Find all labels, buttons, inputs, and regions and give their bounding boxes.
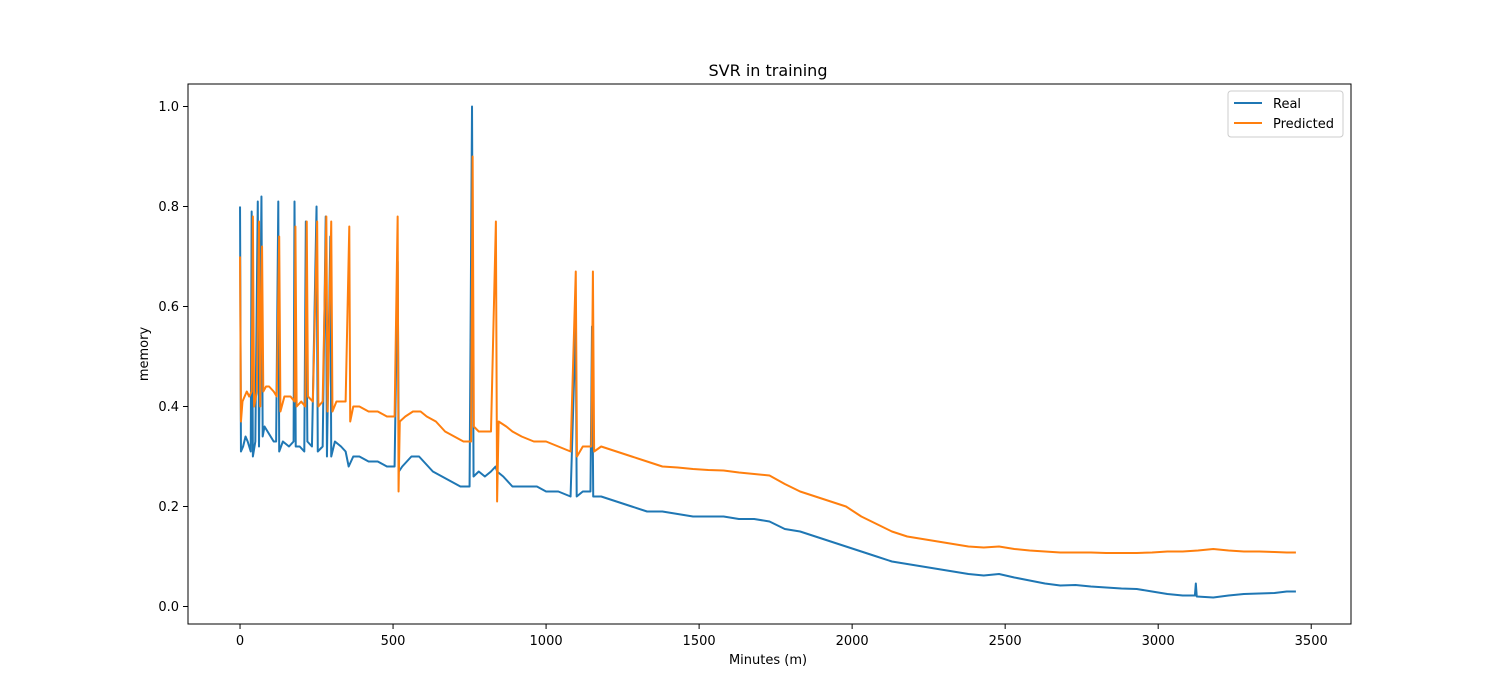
y-tick-label: 0.2 bbox=[158, 500, 179, 515]
y-tick-label: 0.0 bbox=[158, 600, 179, 615]
x-tick-label: 2000 bbox=[836, 634, 869, 649]
y-tick-label: 0.4 bbox=[158, 400, 179, 415]
x-axis-label: Minutes (m) bbox=[729, 653, 807, 668]
y-tick-label: 0.8 bbox=[158, 200, 179, 215]
y-tick-label: 1.0 bbox=[158, 100, 179, 115]
y-tick-label: 0.6 bbox=[158, 300, 179, 315]
legend-label-predicted: Predicted bbox=[1273, 117, 1334, 132]
x-tick-label: 2500 bbox=[989, 634, 1022, 649]
x-tick-label: 1500 bbox=[683, 634, 716, 649]
x-tick-label: 3500 bbox=[1295, 634, 1328, 649]
chart-title: SVR in training bbox=[709, 61, 828, 80]
legend: Real Predicted bbox=[1228, 91, 1343, 137]
x-tick-label: 500 bbox=[381, 634, 406, 649]
x-tick-label: 3000 bbox=[1142, 634, 1175, 649]
y-axis-label: memory bbox=[137, 327, 152, 382]
x-tick-label: 0 bbox=[236, 634, 244, 649]
x-tick-label: 1000 bbox=[530, 634, 563, 649]
legend-label-real: Real bbox=[1273, 97, 1301, 112]
